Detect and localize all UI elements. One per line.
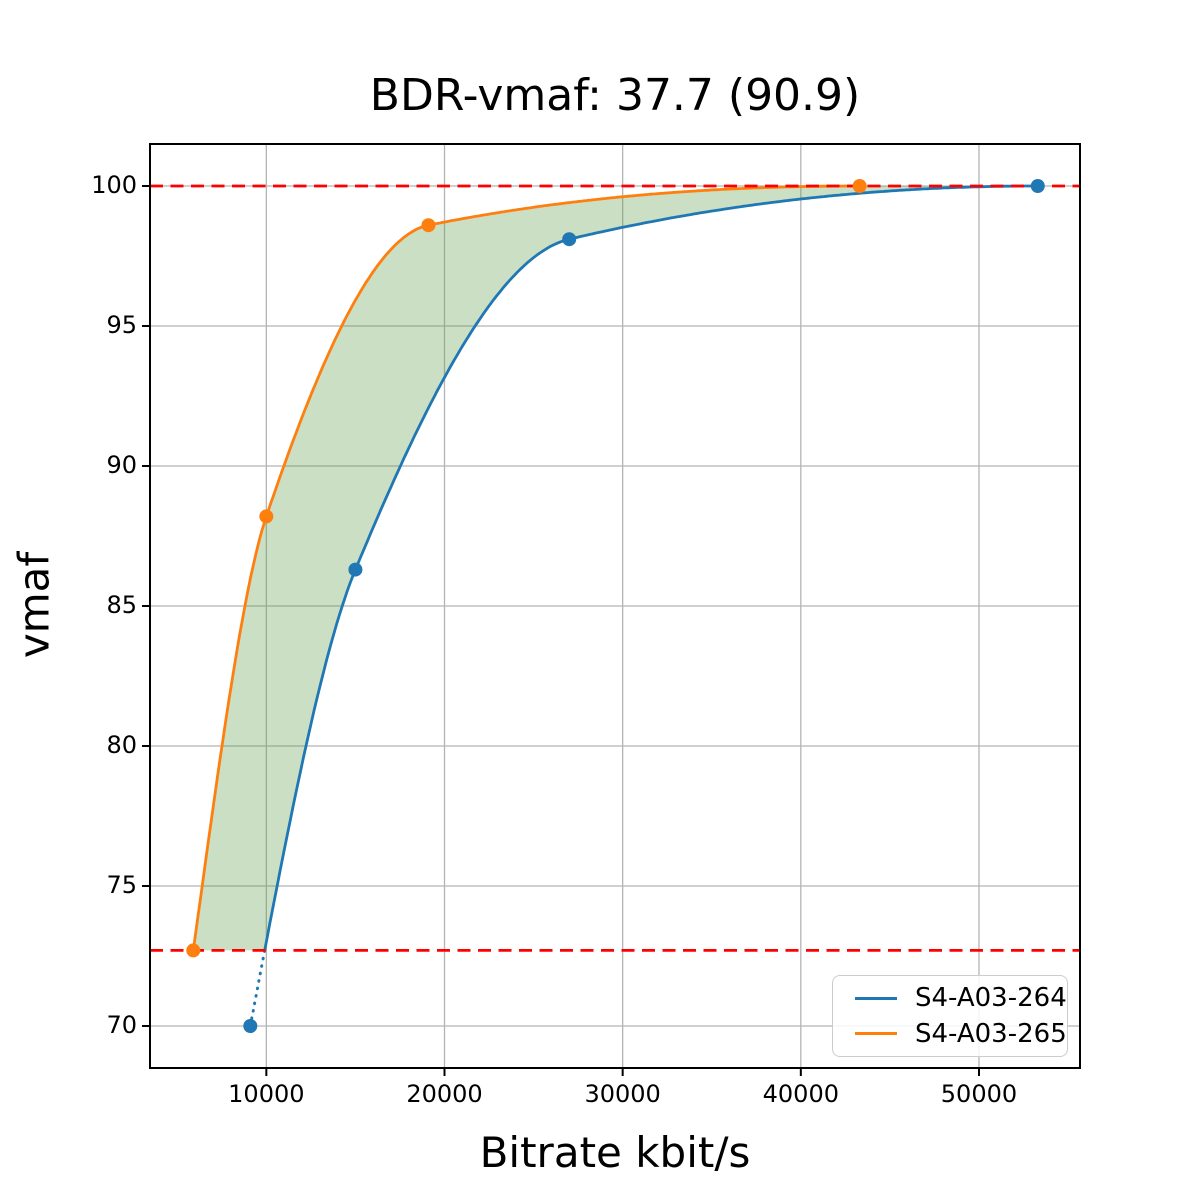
legend-item-s4-a03-264: S4-A03-264 <box>833 983 1067 1013</box>
y-tick-label: 85 <box>106 591 137 619</box>
legend-line-sample-265 <box>855 1032 897 1036</box>
y-tick-label: 80 <box>106 731 137 759</box>
data-point-marker <box>1030 179 1045 193</box>
x-tick-label: 40000 <box>762 1080 839 1108</box>
curve-s4-a03-264-extrapolated <box>248 948 267 1028</box>
chart-title: BDR-vmaf: 37.7 (90.9) <box>369 70 861 121</box>
data-point-marker <box>259 509 274 524</box>
data-point-marker <box>562 232 577 247</box>
legend-line-sample-264 <box>855 996 897 1000</box>
data-point-marker <box>421 218 436 233</box>
x-tick-label: 20000 <box>406 1080 483 1108</box>
data-point-marker <box>348 562 363 577</box>
y-tick-label: 75 <box>106 871 137 899</box>
x-tick-label: 10000 <box>228 1080 305 1108</box>
y-tick-label: 90 <box>106 451 137 479</box>
y-tick-label: 95 <box>106 311 137 339</box>
x-axis-label: Bitrate kbit/s <box>479 1128 751 1177</box>
legend-item-s4-a03-265: S4-A03-265 <box>833 1019 1067 1049</box>
curve-s4-a03-265 <box>191 184 860 951</box>
y-tick-label: 100 <box>91 171 137 199</box>
x-tick-label: 30000 <box>584 1080 661 1108</box>
data-point-marker <box>243 1019 258 1033</box>
tick-marks <box>142 185 980 1076</box>
data-point-marker <box>852 179 867 193</box>
y-tick-label: 70 <box>106 1011 137 1039</box>
legend-label-264: S4-A03-264 <box>915 983 1067 1014</box>
legend: S4-A03-264 S4-A03-265 <box>832 975 1068 1057</box>
x-tick-label: 50000 <box>940 1080 1018 1108</box>
bd-shaded-region <box>193 186 1038 951</box>
curve-s4-a03-264 <box>263 184 1038 951</box>
legend-label-265: S4-A03-265 <box>915 1018 1067 1049</box>
data-point-marker <box>186 943 201 958</box>
